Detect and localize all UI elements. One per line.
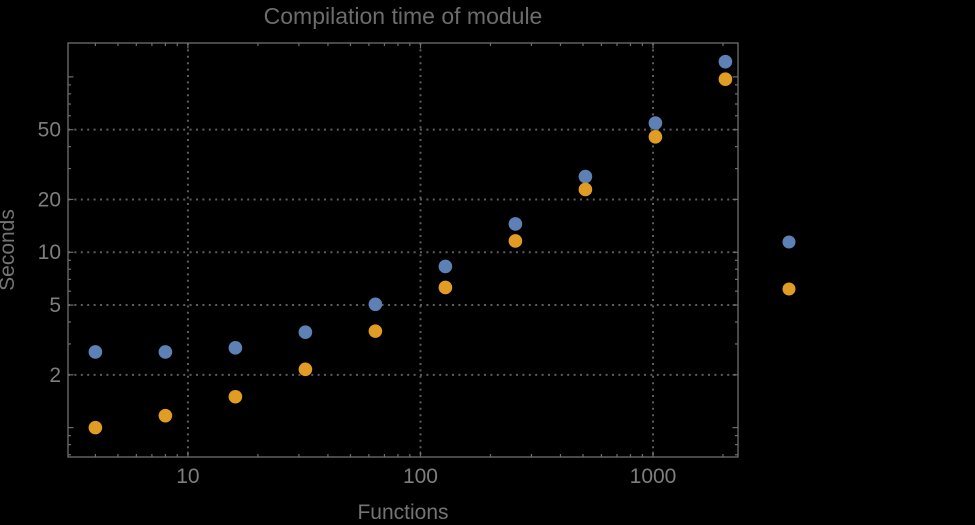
data-point-series-blue	[88, 345, 103, 359]
data-point-series-blue	[578, 169, 593, 184]
legend-marker-0	[782, 235, 796, 249]
data-point-series-orange	[718, 72, 733, 86]
data-point-series-orange	[578, 182, 593, 197]
x-tick-label: 10	[176, 465, 199, 488]
chart-title: Compilation time of module	[264, 3, 543, 29]
axis-ticks	[68, 43, 738, 457]
data-point-series-blue	[228, 341, 243, 355]
gridlines	[68, 43, 738, 457]
data-point-series-orange	[368, 324, 383, 338]
legend-marker-1	[782, 282, 796, 296]
y-tick-label: 2	[49, 364, 61, 387]
data-point-series-orange	[648, 130, 663, 144]
x-tick-label: 100	[403, 465, 438, 488]
y-axis-label: Seconds	[0, 209, 19, 291]
data-point-series-orange	[508, 234, 523, 248]
data-point-series-orange	[158, 408, 173, 423]
x-tick-label: 1000	[630, 465, 677, 488]
data-point-series-orange	[228, 389, 243, 404]
data-point-series-orange	[88, 420, 103, 435]
data-point-series-blue	[158, 345, 173, 359]
data-point-series-blue	[368, 297, 383, 312]
data-points	[88, 54, 733, 435]
data-point-series-blue	[508, 217, 523, 231]
x-axis-label: Functions	[357, 501, 448, 524]
y-tick-label: 20	[38, 188, 61, 211]
data-point-series-blue	[718, 54, 733, 69]
y-tick-label: 5	[49, 294, 61, 317]
data-point-series-blue	[648, 116, 663, 130]
data-point-series-orange	[438, 280, 453, 295]
plot-frame	[67, 42, 739, 458]
y-tick-label: 10	[38, 241, 61, 264]
legend	[782, 235, 796, 296]
data-point-series-blue	[438, 259, 453, 274]
frame-rect	[67, 42, 739, 458]
tick-labels: 10 100 1000 2 5 10 20 50	[38, 119, 677, 488]
y-tick-label: 50	[38, 119, 61, 142]
data-point-series-orange	[298, 362, 313, 377]
data-point-series-blue	[298, 325, 313, 340]
